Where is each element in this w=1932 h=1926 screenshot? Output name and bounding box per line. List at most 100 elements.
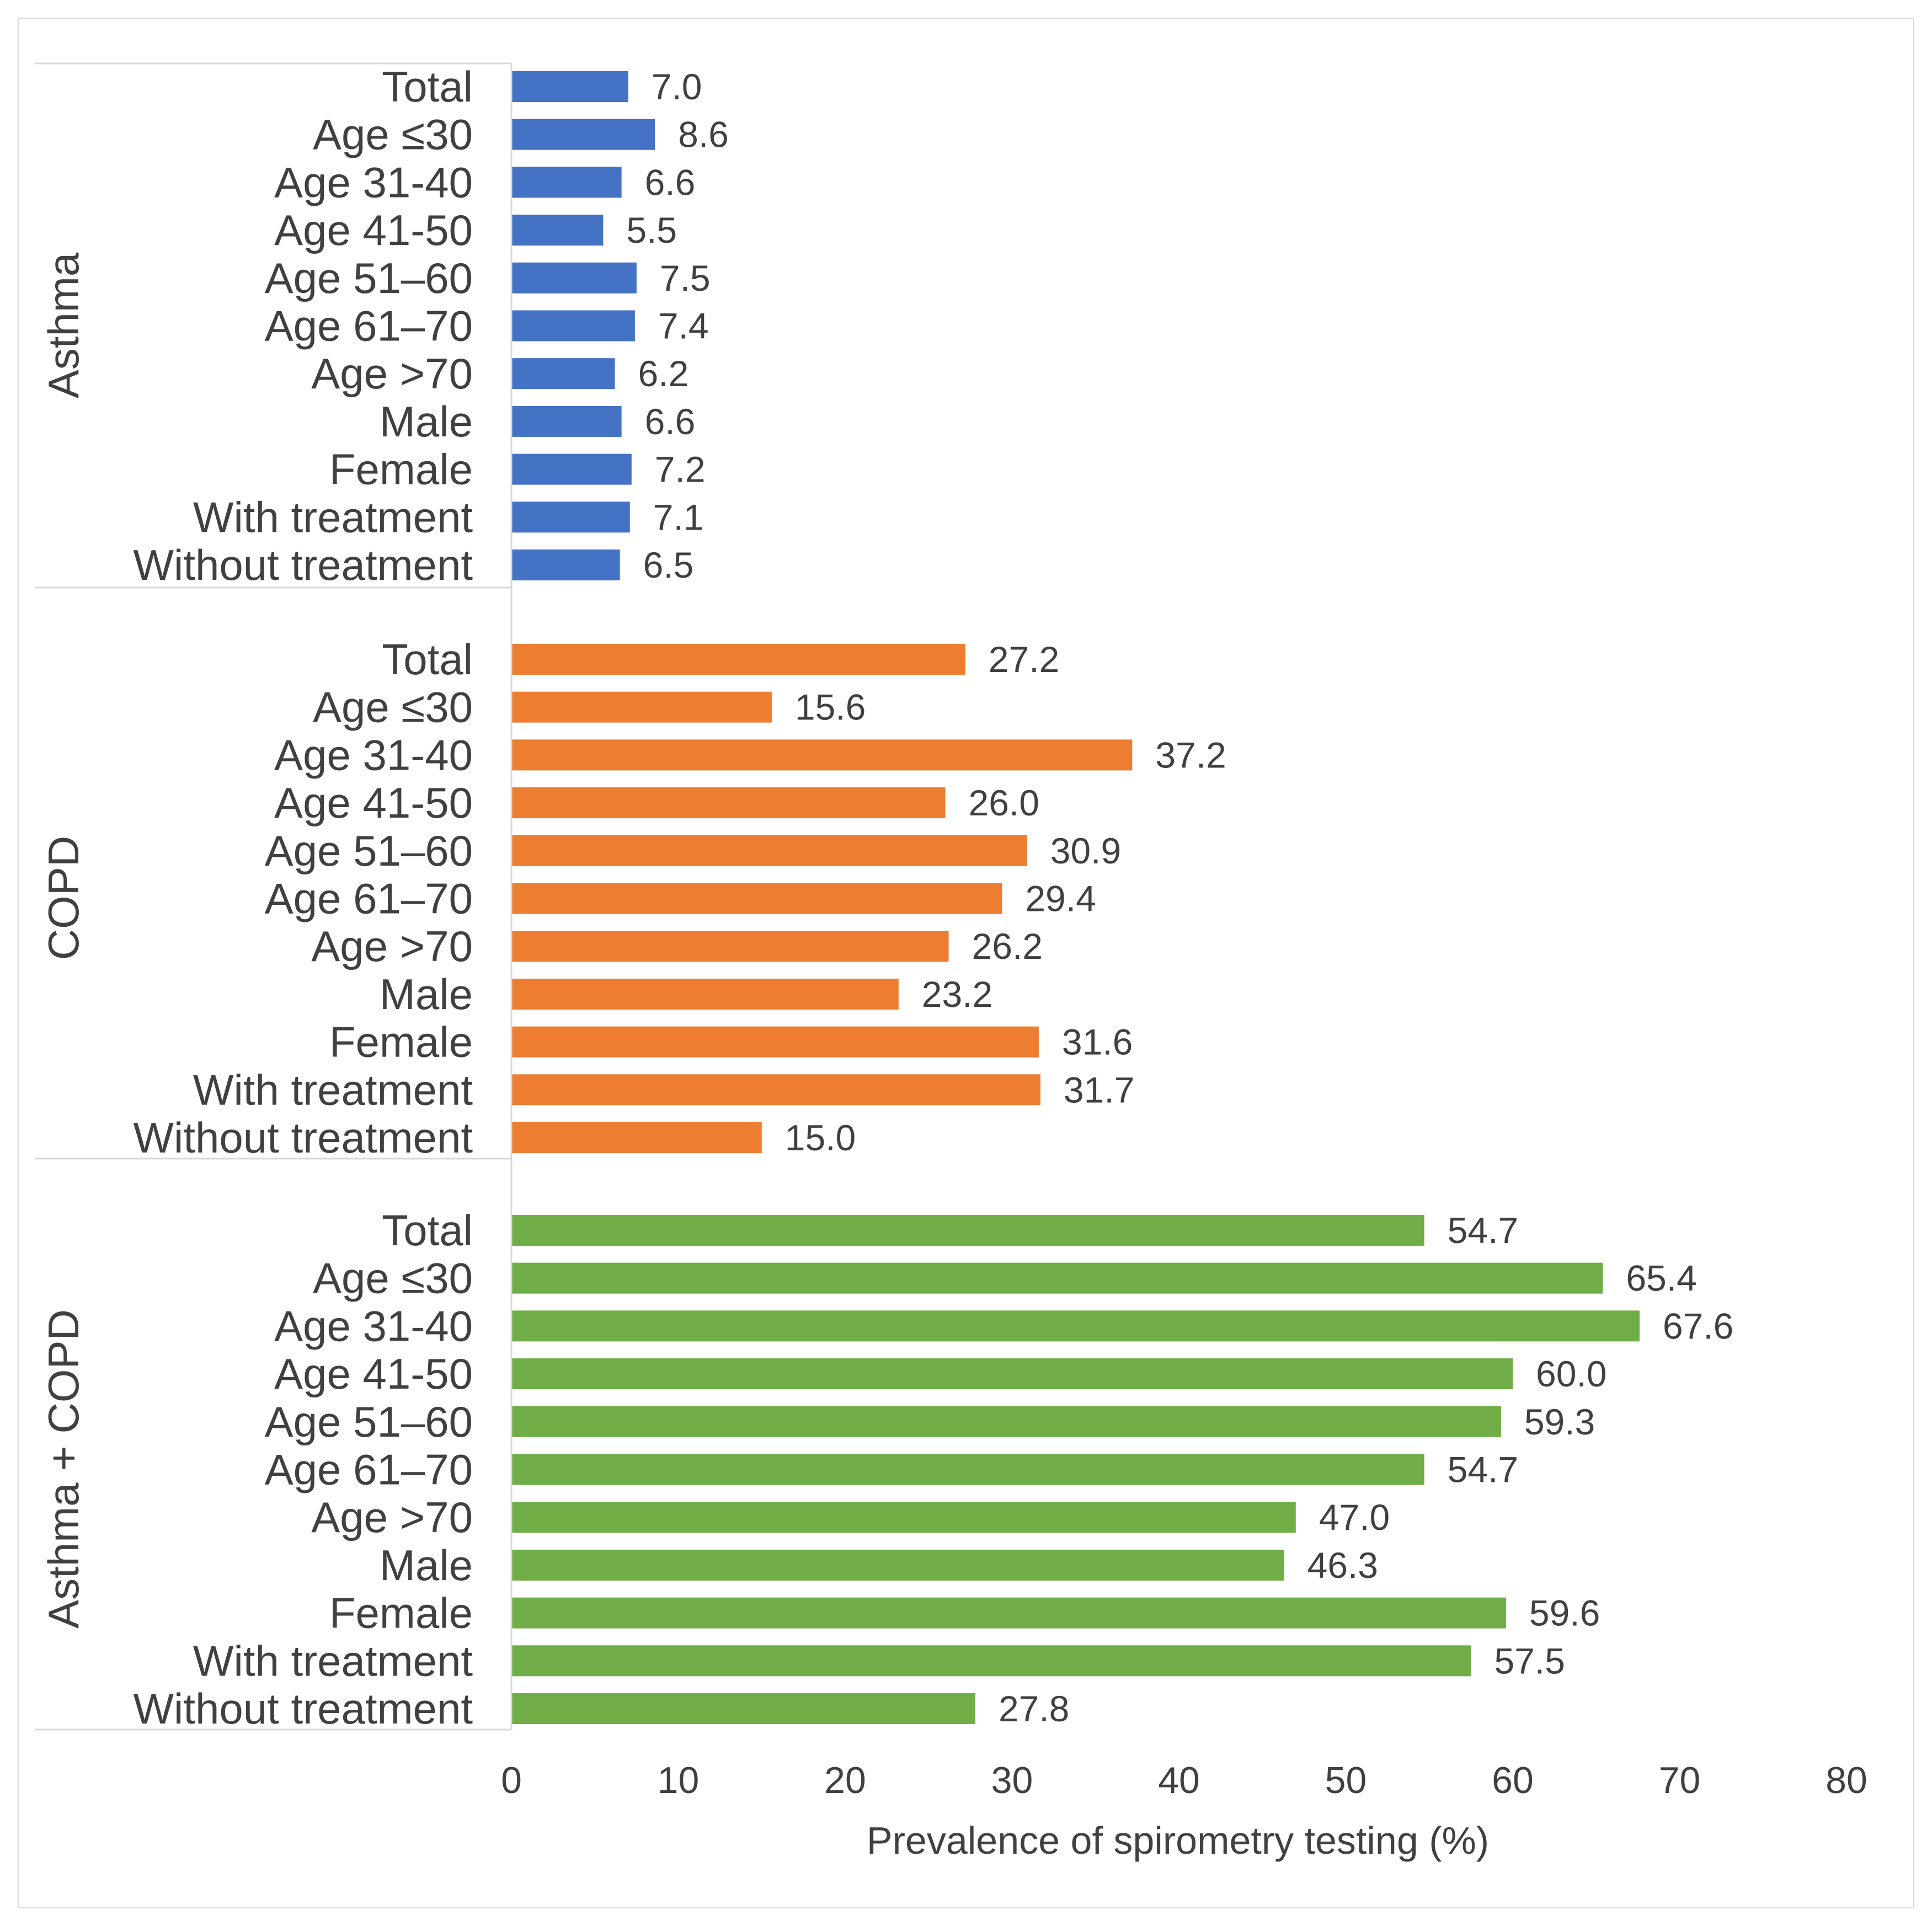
x-tick-label: 80 [1826, 1759, 1867, 1801]
x-tick-label: 50 [1325, 1759, 1367, 1801]
category-label: Age 51–60 [265, 1397, 473, 1446]
bar-asthma [512, 310, 635, 342]
value-label-copd: 30.9 [1050, 830, 1121, 871]
category-label: Without treatment [133, 541, 473, 589]
value-label-copd: 27.2 [989, 639, 1059, 680]
bar-asthma-copd [512, 1262, 1603, 1294]
category-label: Age 61–70 [265, 1445, 473, 1494]
category-label: Age 31-40 [274, 158, 473, 206]
bar-asthma-copd [512, 1502, 1296, 1533]
bars [512, 71, 1640, 1724]
value-label-asthma-copd: 67.6 [1663, 1305, 1733, 1346]
bar-copd [512, 835, 1027, 866]
bar-asthma [512, 215, 604, 246]
category-label: Age 51–60 [265, 826, 473, 875]
value-label-copd: 37.2 [1155, 734, 1226, 775]
category-label: Total [382, 1206, 473, 1255]
value-label-copd: 26.2 [972, 926, 1043, 967]
bar-asthma [512, 119, 655, 150]
chart-frame [18, 18, 1914, 1908]
x-tick-label: 70 [1659, 1759, 1701, 1801]
category-label: Male [380, 970, 473, 1018]
value-label-asthma-copd: 59.6 [1529, 1593, 1600, 1634]
bar-copd [512, 883, 1002, 914]
category-label: Age ≤30 [313, 683, 473, 732]
value-labels: 7.0 8.6 6.6 5.5 7.5 7.4 6.2 6.6 7.2 7.1 6.5 27.2 15.… [626, 66, 1733, 1729]
bar-copd [512, 787, 946, 819]
category-label: Female [329, 1589, 473, 1637]
bar-asthma-copd [512, 1597, 1506, 1629]
x-tick-label: 30 [991, 1759, 1033, 1801]
group-label-copd: COPD [39, 836, 88, 960]
bar-asthma-copd [512, 1693, 975, 1724]
category-label: Female [329, 1018, 473, 1066]
bar-asthma-copd [512, 1406, 1501, 1437]
bar-copd [512, 931, 949, 962]
value-label-asthma: 7.4 [658, 306, 709, 346]
group-label-asthma: Asthma [39, 252, 88, 398]
category-label: Age 41-50 [274, 1349, 473, 1398]
bar-asthma [512, 71, 628, 102]
bar-asthma-copd [512, 1215, 1424, 1246]
value-label-copd: 23.2 [922, 974, 992, 1015]
bar-copd [512, 978, 899, 1010]
value-label-asthma: 6.6 [645, 401, 696, 442]
category-label: Age ≤30 [313, 1254, 473, 1303]
bar-asthma [512, 501, 630, 533]
value-label-asthma: 7.1 [653, 497, 704, 537]
group-separators [35, 62, 511, 1731]
value-label-asthma-copd: 60.0 [1536, 1353, 1607, 1394]
bar-asthma [512, 167, 622, 198]
x-tick-label: 40 [1158, 1759, 1200, 1801]
value-label-copd: 26.0 [969, 782, 1039, 823]
value-label-asthma: 6.6 [645, 162, 696, 202]
category-label: Age 41-50 [274, 206, 473, 254]
group-labels: Asthma COPD Asthma + COPD [39, 252, 88, 1629]
category-label: Male [380, 397, 473, 446]
bar-asthma [512, 262, 637, 294]
value-label-asthma: 7.2 [655, 449, 706, 490]
value-label-asthma: 5.5 [626, 210, 677, 250]
x-tick-label: 0 [501, 1759, 522, 1801]
value-label-copd: 31.7 [1064, 1069, 1134, 1110]
category-label: Age >70 [311, 349, 473, 398]
x-axis-ticks: 0 10 20 30 40 50 60 70 80 [501, 1759, 1867, 1801]
category-label: With treatment [193, 1636, 473, 1685]
category-label: Age >70 [311, 922, 473, 970]
value-label-asthma-copd: 47.0 [1319, 1497, 1390, 1538]
bar-asthma [512, 406, 622, 437]
bar-copd [512, 1026, 1039, 1058]
value-label-copd: 15.0 [785, 1117, 856, 1158]
category-label: Without treatment [133, 1113, 473, 1162]
value-label-copd: 31.6 [1062, 1022, 1133, 1063]
bar-asthma [512, 549, 620, 580]
value-label-asthma: 6.5 [643, 545, 694, 585]
category-label: Age ≤30 [313, 110, 473, 159]
category-label: Total [382, 635, 473, 684]
category-label: Age 51–60 [265, 254, 473, 302]
category-label: Female [329, 445, 473, 494]
bar-asthma [512, 454, 632, 485]
bar-asthma-copd [512, 1358, 1513, 1390]
bar-copd [512, 1074, 1040, 1106]
bar-copd [512, 691, 772, 723]
value-label-asthma-copd: 59.3 [1524, 1401, 1595, 1442]
x-axis-title: Prevalence of spirometry testing (%) [867, 1819, 1489, 1862]
value-label-asthma-copd: 57.5 [1494, 1640, 1565, 1681]
category-label: With treatment [193, 1065, 473, 1114]
value-label-asthma-copd: 27.8 [999, 1688, 1069, 1729]
category-label: Total [382, 62, 473, 111]
x-tick-label: 20 [824, 1759, 866, 1801]
bar-copd [512, 644, 965, 675]
value-label-asthma-copd: 54.7 [1448, 1449, 1518, 1490]
category-label: With treatment [193, 493, 473, 541]
bar-asthma-copd [512, 1645, 1471, 1677]
value-label-asthma: 7.5 [660, 258, 711, 298]
category-label: Male [380, 1541, 473, 1589]
group-label-asthma-copd: Asthma + COPD [39, 1309, 88, 1629]
category-label: Age 61–70 [265, 302, 473, 350]
category-label: Age 61–70 [265, 874, 473, 923]
bar-asthma [512, 358, 615, 390]
